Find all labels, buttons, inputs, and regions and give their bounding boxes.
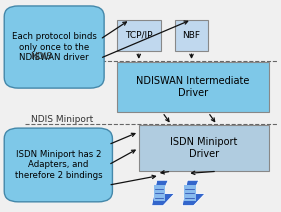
Text: TCP/IP: TCP/IP	[125, 31, 153, 40]
FancyBboxPatch shape	[117, 62, 269, 112]
Polygon shape	[182, 180, 205, 206]
FancyBboxPatch shape	[117, 20, 161, 51]
FancyBboxPatch shape	[4, 128, 112, 202]
Text: NDISWAN Intermediate
Driver: NDISWAN Intermediate Driver	[136, 76, 250, 98]
Text: NDIS: NDIS	[31, 52, 53, 61]
FancyBboxPatch shape	[139, 125, 269, 171]
FancyBboxPatch shape	[184, 185, 196, 201]
FancyBboxPatch shape	[4, 6, 104, 88]
Text: NBF: NBF	[183, 31, 201, 40]
Text: Each protocol binds
only once to the
NDISWAN driver: Each protocol binds only once to the NDI…	[12, 32, 97, 62]
Text: NDIS Miniport: NDIS Miniport	[31, 115, 93, 124]
FancyBboxPatch shape	[154, 185, 165, 201]
FancyBboxPatch shape	[175, 20, 208, 51]
Text: ISDN Miniport
Driver: ISDN Miniport Driver	[170, 137, 238, 159]
Polygon shape	[152, 180, 175, 206]
Text: ISDN Miniport has 2
Adapters, and
therefore 2 bindings: ISDN Miniport has 2 Adapters, and theref…	[15, 150, 102, 180]
